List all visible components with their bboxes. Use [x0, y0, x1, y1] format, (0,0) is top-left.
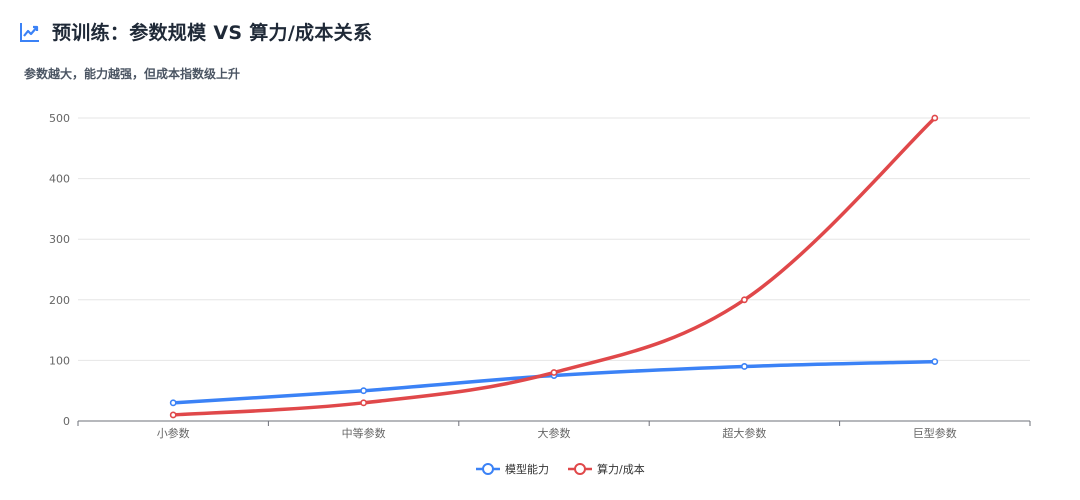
- x-tick-label: 中等参数: [342, 426, 386, 440]
- data-point: [931, 358, 939, 366]
- data-point: [360, 399, 367, 407]
- x-tick-label: 大参数: [538, 426, 571, 440]
- y-tick-label: 100: [49, 354, 70, 367]
- data-point: [741, 296, 748, 304]
- legend-swatch-marker: [574, 463, 586, 475]
- legend-swatch-marker: [482, 463, 494, 475]
- legend-label: 算力/成本: [597, 462, 645, 476]
- x-tick-label: 超大参数: [722, 426, 766, 440]
- y-tick-label: 500: [49, 112, 70, 125]
- chart-header: 预训练：参数规模 VS 算力/成本关系: [18, 18, 372, 45]
- series-line-2: [171, 116, 937, 417]
- data-point: [169, 411, 177, 419]
- data-point: [360, 387, 367, 395]
- data-point: [169, 399, 177, 407]
- chart-title: 预训练：参数规模 VS 算力/成本关系: [52, 22, 373, 44]
- y-tick-label: 400: [49, 173, 70, 186]
- legend-item-1[interactable]: 模型能力: [476, 462, 549, 476]
- y-tick-label: 0: [63, 415, 70, 428]
- chart-subtitle: 参数越大，能力越强，但成本指数级上升: [24, 67, 241, 81]
- y-tick-label: 300: [49, 233, 70, 246]
- x-tick-label: 小参数: [157, 426, 190, 440]
- data-point: [741, 363, 748, 370]
- data-point: [931, 114, 939, 122]
- line-chart-icon: [20, 22, 39, 42]
- data-point: [550, 369, 558, 376]
- x-tick-label: 巨型参数: [913, 426, 957, 440]
- y-tick-label: 200: [49, 294, 70, 307]
- legend-item-2[interactable]: 算力/成本: [568, 462, 645, 476]
- series-line-1: [171, 359, 937, 405]
- legend-label: 模型能力: [505, 462, 549, 476]
